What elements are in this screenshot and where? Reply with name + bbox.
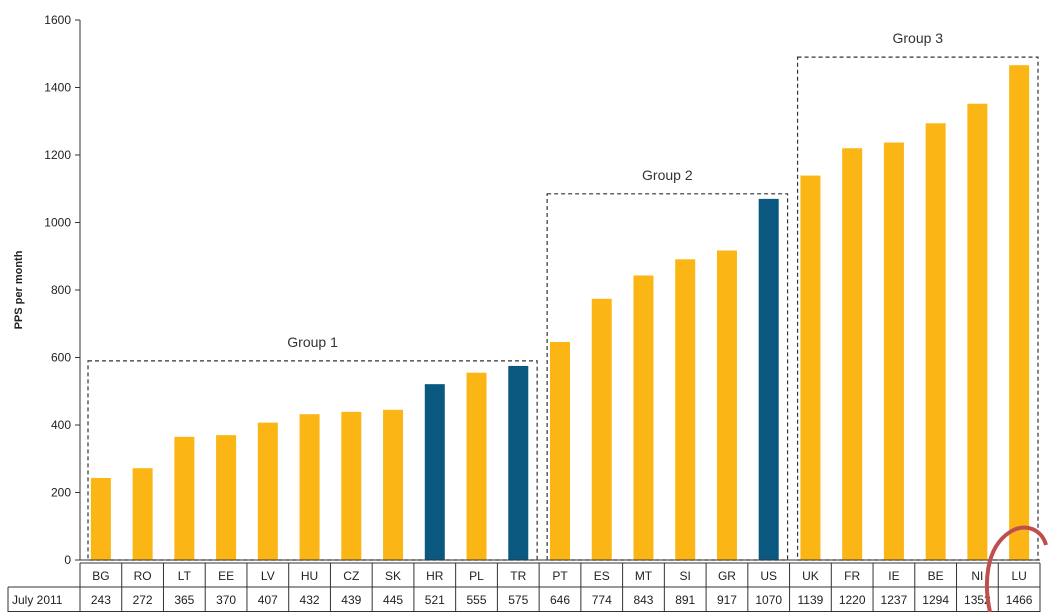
x-tick-label: LT bbox=[178, 569, 192, 583]
data-label: 575 bbox=[508, 593, 528, 607]
y-tick-label: 1600 bbox=[44, 13, 71, 27]
x-tick-label: MT bbox=[635, 569, 653, 583]
group-box bbox=[796, 56, 1039, 561]
y-tick-label: 0 bbox=[64, 553, 71, 567]
x-tick-label: BG bbox=[92, 569, 109, 583]
bar-pt bbox=[550, 341, 570, 560]
data-label: 917 bbox=[717, 593, 737, 607]
bar-lu bbox=[1009, 65, 1030, 560]
x-tick-label: EE bbox=[218, 569, 234, 583]
data-label: 1237 bbox=[881, 593, 908, 607]
x-tick-label: LV bbox=[261, 569, 275, 583]
data-label: 1294 bbox=[922, 593, 949, 607]
x-tick-label: NI bbox=[971, 569, 983, 583]
x-tick-label: LU bbox=[1011, 569, 1026, 583]
y-tick-label: 1400 bbox=[44, 81, 71, 95]
data-label: 1070 bbox=[755, 593, 782, 607]
data-label: 1220 bbox=[839, 593, 866, 607]
bar-nl bbox=[967, 103, 988, 560]
data-label: 272 bbox=[133, 593, 153, 607]
data-label: 891 bbox=[675, 593, 695, 607]
bar-be bbox=[925, 123, 946, 561]
data-label: 1352 bbox=[964, 593, 991, 607]
bar-es bbox=[591, 298, 612, 560]
x-tick-label: FR bbox=[844, 569, 860, 583]
group-label: Group 3 bbox=[892, 30, 943, 46]
bar-us bbox=[758, 198, 779, 560]
y-tick-label: 600 bbox=[51, 351, 71, 365]
x-tick-label: HU bbox=[301, 569, 318, 583]
data-label: 843 bbox=[633, 593, 653, 607]
y-axis-label: PPS per month bbox=[13, 250, 25, 329]
data-label: 439 bbox=[341, 593, 361, 607]
y-tick-label: 1200 bbox=[44, 148, 71, 162]
bar-tr bbox=[508, 365, 529, 560]
x-tick-label: BE bbox=[928, 569, 944, 583]
x-tick-label: SK bbox=[385, 569, 401, 583]
y-tick-label: 800 bbox=[51, 283, 71, 297]
data-label: 521 bbox=[425, 593, 445, 607]
bar-hu bbox=[299, 414, 320, 560]
x-tick-label: TR bbox=[510, 569, 526, 583]
group-boxes: Group 1 Group 2 Group 3 bbox=[87, 30, 1039, 561]
x-tick-label: RO bbox=[134, 569, 152, 583]
group-label: Group 1 bbox=[287, 334, 338, 350]
data-label: 774 bbox=[592, 593, 612, 607]
bar-fr bbox=[842, 148, 863, 560]
bar-uk bbox=[800, 175, 821, 560]
group-box bbox=[546, 193, 789, 561]
y-tick-label: 200 bbox=[51, 486, 71, 500]
x-tick-label: SI bbox=[680, 569, 691, 583]
bar-bg bbox=[90, 477, 111, 560]
bar-lt bbox=[174, 436, 195, 560]
x-tick-label: PT bbox=[552, 569, 568, 583]
data-label: 432 bbox=[300, 593, 320, 607]
bar-cz bbox=[341, 411, 362, 560]
data-label: 365 bbox=[174, 593, 194, 607]
bar-si bbox=[675, 259, 696, 560]
bar-pl bbox=[466, 372, 487, 560]
circle-annotation bbox=[984, 525, 1048, 612]
data-label: 243 bbox=[91, 593, 111, 607]
data-label: 555 bbox=[467, 593, 487, 607]
bar-mt bbox=[633, 275, 654, 560]
x-tick-label: ES bbox=[594, 569, 610, 583]
bar-lv bbox=[257, 422, 278, 560]
bar-sk bbox=[383, 409, 404, 560]
data-table: July 2011 BG 243 RO 272 LT 365 EE 370 LV 407 HU 432 C… bbox=[7, 562, 1041, 612]
x-tick-label: PL bbox=[469, 569, 484, 583]
bar-ro bbox=[132, 468, 153, 560]
data-label: 1139 bbox=[798, 593, 824, 607]
bars bbox=[80, 65, 1040, 561]
bar-ee bbox=[216, 435, 237, 560]
bar-gr bbox=[716, 250, 737, 560]
group-box bbox=[87, 360, 538, 561]
data-label: 646 bbox=[550, 593, 570, 607]
y-tick-label: 400 bbox=[51, 418, 71, 432]
data-label: 1466 bbox=[1006, 593, 1033, 607]
x-tick-label: US bbox=[760, 569, 777, 583]
bar-ie bbox=[883, 142, 904, 560]
x-tick-label: HR bbox=[426, 569, 444, 583]
group-label: Group 2 bbox=[642, 167, 693, 183]
bar-hr bbox=[424, 384, 445, 560]
data-label: 407 bbox=[258, 593, 278, 607]
table-row-label: July 2011 bbox=[12, 593, 63, 607]
y-tick-label: 1000 bbox=[44, 216, 71, 230]
data-label: 445 bbox=[383, 593, 403, 607]
x-tick-label: UK bbox=[802, 569, 819, 583]
x-tick-label: GR bbox=[718, 569, 736, 583]
x-tick-label: CZ bbox=[343, 569, 359, 583]
y-axis: 0 200 400 600 800 1000 1200 1400 1600 bbox=[44, 13, 81, 567]
x-tick-label: IE bbox=[888, 569, 899, 583]
data-label: 370 bbox=[216, 593, 236, 607]
